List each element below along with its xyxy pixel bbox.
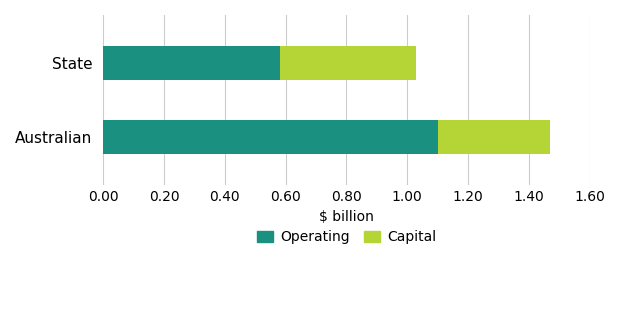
Bar [438, 121, 550, 154]
Legend: Operating, Capital: Operating, Capital [251, 225, 442, 250]
Bar [104, 46, 280, 80]
Bar [280, 46, 417, 80]
X-axis label: $ billion: $ billion [319, 210, 374, 224]
Bar [104, 121, 438, 154]
